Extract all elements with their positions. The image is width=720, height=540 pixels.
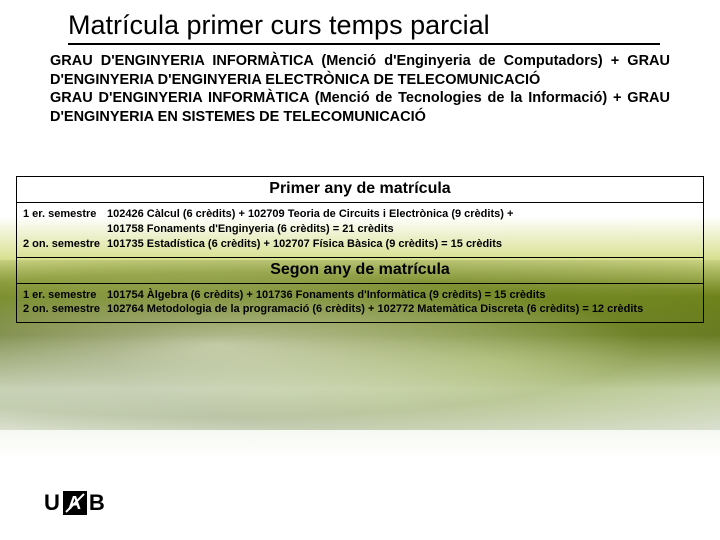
degree-line-2: GRAU D'ENGINYERIA INFORMÀTICA (Menció de… — [50, 89, 670, 126]
year2-sem1-row: 1 er. semestre 101754 Àlgebra (6 crèdits… — [23, 288, 697, 303]
year2-header: Segon any de matrícula — [16, 258, 704, 284]
year2-sem2-row: 2 on. semestre 102764 Metodologia de la … — [23, 302, 697, 317]
page-title: Matrícula primer curs temps parcial — [68, 10, 660, 45]
year1-sem1-line2: 101758 Fonaments d'Enginyeria (6 crèdits… — [107, 222, 697, 237]
year1-sem1-line1: 102426 Càlcul (6 crèdits) + 102709 Teori… — [107, 207, 697, 222]
year2-sem1-line1: 101754 Àlgebra (6 crèdits) + 101736 Fona… — [107, 288, 697, 303]
degree-line-1: GRAU D'ENGINYERIA INFORMÀTICA (Menció d'… — [50, 52, 670, 89]
year1-sem2-line1: 101735 Estadística (6 crèdits) + 102707 … — [107, 237, 697, 252]
year1-sem2-content: 101735 Estadística (6 crèdits) + 102707 … — [107, 237, 697, 252]
year1-header: Primer any de matrícula — [16, 176, 704, 203]
year2-sem2-line1: 102764 Metodologia de la programació (6 … — [107, 302, 697, 317]
year2-body: 1 er. semestre 101754 Àlgebra (6 crèdits… — [16, 284, 704, 324]
curriculum-table: Primer any de matrícula 1 er. semestre 1… — [16, 176, 704, 323]
year1-sem1-content: 102426 Càlcul (6 crèdits) + 102709 Teori… — [107, 207, 697, 237]
year1-sem2-label: 2 on. semestre — [23, 237, 107, 252]
year1-sem1-label: 1 er. semestre — [23, 207, 107, 222]
year1-body: 1 er. semestre 102426 Càlcul (6 crèdits)… — [16, 203, 704, 258]
logo-letter-u: U — [44, 490, 61, 516]
logo-a-icon: A — [62, 490, 88, 516]
year1-sem1-row: 1 er. semestre 102426 Càlcul (6 crèdits)… — [23, 207, 697, 237]
slide: Matrícula primer curs temps parcial GRAU… — [0, 0, 720, 540]
year2-sem1-content: 101754 Àlgebra (6 crèdits) + 101736 Fona… — [107, 288, 697, 303]
year2-sem1-label: 1 er. semestre — [23, 288, 107, 303]
year1-sem2-row: 2 on. semestre 101735 Estadística (6 crè… — [23, 237, 697, 252]
uab-logo: U A B — [44, 490, 106, 516]
logo-letter-b: B — [89, 490, 106, 516]
year2-sem2-content: 102764 Metodologia de la programació (6 … — [107, 302, 697, 317]
degree-description: GRAU D'ENGINYERIA INFORMÀTICA (Menció d'… — [50, 52, 670, 126]
year2-sem2-label: 2 on. semestre — [23, 302, 107, 317]
